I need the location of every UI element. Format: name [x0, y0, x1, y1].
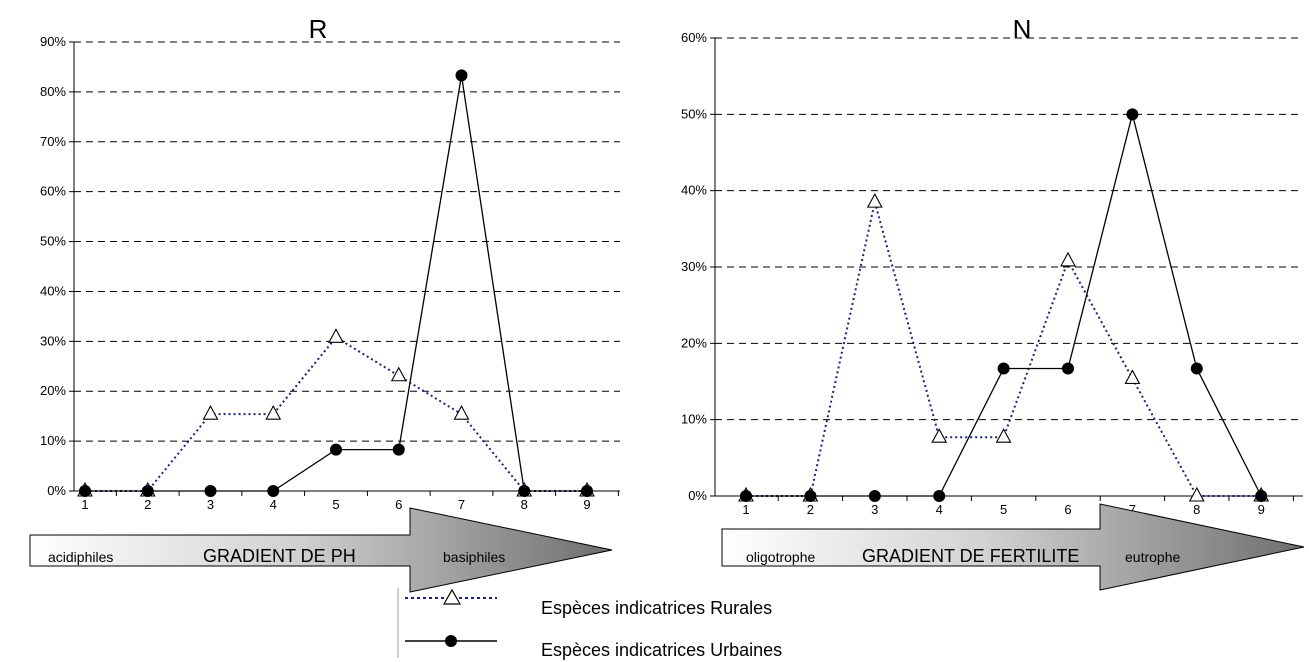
data-point-rural — [202, 405, 219, 420]
gradient-right-label: basiphiles — [443, 549, 505, 565]
data-point-rural — [390, 366, 407, 382]
data-point-urban — [1190, 362, 1203, 375]
data-point-urban — [1062, 362, 1074, 375]
x-tick-label: 6 — [395, 497, 402, 512]
data-point-urban — [868, 490, 881, 502]
x-tick-label: 2 — [144, 497, 151, 512]
gradient-right-label: eutrophe — [1125, 549, 1180, 565]
y-tick-label: 70% — [40, 134, 66, 149]
y-tick-label: 50% — [681, 106, 707, 121]
data-point-rural — [265, 405, 282, 420]
legend-item-rural: Espèces indicatrices Rurales — [405, 588, 772, 618]
grid-lines — [715, 37, 1303, 421]
data-point-urban — [79, 485, 91, 497]
gradient-left-label: oligotrophe — [746, 549, 815, 565]
x-tick-label: 1 — [81, 497, 88, 512]
x-tick-label: 3 — [207, 497, 214, 512]
y-tick-label: 20% — [40, 383, 66, 398]
grid-lines — [74, 41, 620, 442]
gradient-title: GRADIENT DE FERTILITE — [862, 546, 1079, 566]
data-point-urban — [392, 443, 405, 456]
gradient-arrow: oligotrophe GRADIENT DE FERTILITE eutrop… — [721, 503, 1305, 591]
x-tick-label: 7 — [1129, 502, 1136, 517]
gradient-arrow-shape — [721, 503, 1305, 591]
data-point-rural — [931, 428, 948, 443]
series-line — [85, 75, 587, 492]
data-point-urban — [804, 490, 817, 502]
axes — [69, 41, 620, 496]
data-point-urban — [581, 485, 593, 497]
x-tick-labels: 1 2 3 4 5 6 7 8 9 — [742, 502, 1264, 517]
x-tick-label: 2 — [807, 502, 814, 517]
data-point-rural — [866, 192, 883, 208]
data-point-urban — [518, 485, 531, 497]
data-point-urban — [204, 485, 217, 497]
chart-r: R 0% 10% 20% 30% 40% 50% 60% 70% 80% 90% 1 2 3 4 5 6 7 8… — [29, 14, 620, 593]
data-point-urban — [997, 362, 1010, 375]
y-tick-label: 0% — [688, 488, 707, 503]
data-point-urban — [267, 485, 280, 497]
x-tick-label: 1 — [742, 502, 749, 517]
y-tick-label: 30% — [40, 333, 66, 348]
axes — [710, 37, 1303, 501]
y-tick-label: 90% — [40, 34, 66, 49]
legend-label-rural: Espèces indicatrices Rurales — [541, 598, 772, 618]
x-tick-label: 7 — [458, 497, 465, 512]
y-tick-labels: 0% 10% 20% 30% 40% 50% 60% — [681, 30, 707, 503]
chart-title: R — [309, 14, 328, 44]
data-point-rural — [453, 405, 470, 420]
data-point-urban — [740, 490, 752, 502]
y-tick-label: 50% — [40, 234, 66, 249]
y-tick-label: 20% — [681, 335, 707, 350]
x-tick-label: 5 — [1000, 502, 1007, 517]
data-point-urban — [330, 443, 342, 456]
x-tick-labels: 1 2 3 4 5 6 7 8 9 — [81, 497, 590, 512]
legend-label-urban: Espèces indicatrices Urbaines — [541, 640, 782, 660]
data-point-rural — [995, 428, 1012, 443]
x-tick-label: 4 — [936, 502, 943, 517]
legend: Espèces indicatrices Rurales Espèces ind… — [397, 588, 782, 660]
x-tick-label: 9 — [1258, 502, 1265, 517]
x-tick-label: 9 — [583, 497, 590, 512]
x-tick-label: 8 — [1193, 502, 1200, 517]
data-point-rural — [1060, 251, 1076, 267]
x-tick-label: 6 — [1064, 502, 1071, 517]
legend-item-urban: Espèces indicatrices Urbaines — [405, 635, 782, 660]
legend-marker-triangle — [442, 588, 462, 605]
data-point-rural — [1188, 486, 1205, 502]
x-tick-label: 8 — [521, 497, 528, 512]
data-point-rural — [328, 328, 344, 343]
gradient-arrow-shape — [29, 507, 613, 593]
y-tick-label: 0% — [47, 483, 66, 498]
y-tick-label: 10% — [681, 412, 707, 427]
y-tick-label: 10% — [40, 433, 66, 448]
chart-title: N — [1013, 14, 1032, 44]
series-group — [77, 69, 595, 497]
y-tick-labels: 0% 10% 20% 30% 40% 50% 60% 70% 80% 90% — [40, 34, 66, 498]
data-point-urban — [141, 485, 154, 497]
y-tick-label: 80% — [40, 84, 66, 99]
data-point-urban — [1126, 108, 1139, 121]
y-tick-label: 40% — [40, 283, 66, 298]
series-line — [746, 201, 1262, 497]
gradient-left-label: acidiphiles — [48, 549, 113, 565]
y-tick-label: 40% — [681, 183, 707, 198]
data-point-urban — [455, 69, 468, 82]
y-tick-label: 60% — [681, 30, 707, 45]
x-tick-label: 4 — [270, 497, 277, 512]
chart-n: N 0% 10% 20% 30% 40% 50% 60% 1 2 3 4 5 6 7 8 9 oligotr… — [681, 14, 1305, 591]
data-point-rural — [1124, 369, 1141, 384]
y-tick-label: 60% — [40, 184, 66, 199]
gradient-arrow: acidiphiles GRADIENT DE PH basiphiles — [29, 507, 613, 593]
data-point-urban — [1255, 490, 1268, 502]
gradient-title: GRADIENT DE PH — [203, 546, 356, 566]
y-tick-label: 30% — [681, 259, 707, 274]
data-point-urban — [933, 490, 946, 502]
x-tick-label: 5 — [332, 497, 339, 512]
x-tick-label: 3 — [871, 502, 878, 517]
legend-marker-circle — [445, 635, 457, 647]
series-group — [738, 108, 1270, 502]
series-line — [85, 336, 587, 492]
